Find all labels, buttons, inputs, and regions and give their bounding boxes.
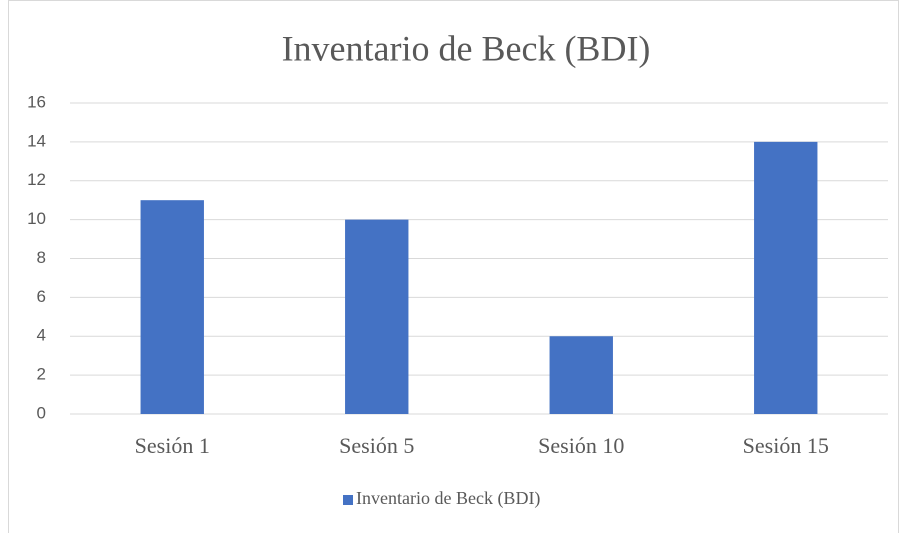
y-tick-label: 16	[27, 92, 46, 111]
bar	[140, 200, 204, 414]
chart-title: Inventario de Beck (BDI)	[282, 28, 651, 68]
y-tick-label: 14	[27, 131, 46, 150]
y-tick-label: 8	[37, 248, 46, 267]
legend-swatch	[343, 495, 353, 505]
y-tick-label: 10	[27, 209, 46, 228]
x-tick-label: Sesión 5	[339, 433, 414, 458]
y-tick-label: 0	[37, 403, 46, 422]
y-tick-label: 2	[37, 365, 46, 384]
y-tick-label: 12	[27, 170, 46, 189]
bar	[754, 141, 818, 414]
legend-label: Inventario de Beck (BDI)	[356, 488, 540, 509]
x-tick-label: Sesión 1	[135, 433, 210, 458]
y-tick-label: 6	[37, 287, 46, 306]
bar	[345, 219, 409, 414]
x-tick-label: Sesión 15	[743, 433, 829, 458]
y-tick-label: 4	[37, 326, 46, 345]
bar	[549, 336, 613, 414]
x-tick-label: Sesión 10	[538, 433, 624, 458]
